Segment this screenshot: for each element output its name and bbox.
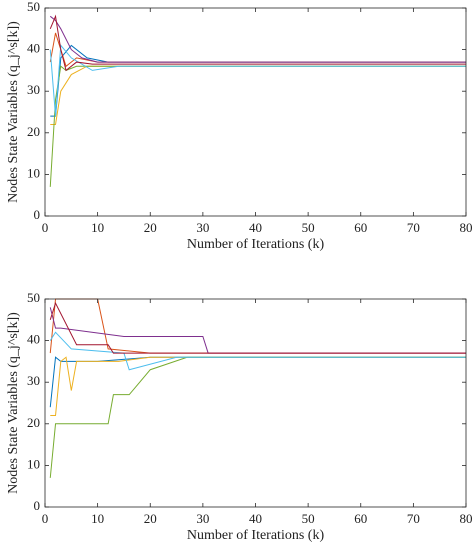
- x-tick-label: 10: [91, 511, 104, 526]
- y-tick-label: 10: [27, 165, 40, 180]
- y-tick-label: 20: [27, 415, 40, 430]
- x-tick-label: 80: [460, 220, 473, 235]
- series-line: [49, 298, 466, 354]
- y-tick-label: 0: [34, 498, 41, 513]
- x-tick-label: 50: [302, 220, 315, 235]
- series-line: [50, 44, 466, 117]
- series-line: [49, 301, 466, 354]
- y-tick-label: 0: [34, 207, 41, 222]
- series-line: [49, 356, 466, 478]
- x-tick-label: 40: [249, 220, 262, 235]
- y-tick-label: 40: [27, 332, 40, 347]
- series-line: [49, 65, 466, 187]
- y-tick-label: 40: [27, 41, 40, 56]
- x-tick-label: 80: [460, 511, 473, 526]
- series-line: [50, 65, 466, 125]
- x-tick-label: 0: [42, 511, 49, 526]
- y-axis-label: Nodes State Variables (q_j^s[k]): [6, 312, 21, 494]
- x-tick-label: 70: [407, 511, 420, 526]
- x-tick-label: 40: [249, 511, 262, 526]
- x-tick-label: 60: [354, 220, 367, 235]
- series-line: [49, 15, 466, 63]
- y-tick-label: 50: [27, 290, 40, 305]
- series-line: [49, 307, 466, 354]
- y-tick-label: 30: [27, 373, 40, 388]
- y-tick-label: 50: [27, 0, 40, 14]
- axes-box: [44, 7, 467, 217]
- axes-box: [44, 298, 467, 508]
- x-tick-label: 30: [196, 220, 209, 235]
- series-line: [49, 14, 466, 72]
- x-axis-label: Number of Iterations (k): [187, 528, 325, 543]
- x-tick-label: 20: [144, 220, 157, 235]
- x-axis-label: Number of Iterations (k): [187, 237, 325, 252]
- x-tick-label: 60: [354, 511, 367, 526]
- x-tick-label: 30: [196, 511, 209, 526]
- y-tick-label: 10: [27, 456, 40, 471]
- series-line: [50, 356, 466, 416]
- x-tick-label: 20: [144, 511, 157, 526]
- x-tick-label: 50: [302, 511, 315, 526]
- y-tick-label: 20: [27, 124, 40, 139]
- series-line: [49, 44, 466, 117]
- series-line: [49, 32, 466, 68]
- x-tick-label: 10: [91, 220, 104, 235]
- y-tick-label: 30: [27, 82, 40, 97]
- x-tick-label: 0: [42, 220, 49, 235]
- x-tick-label: 70: [407, 220, 420, 235]
- y-axis-label: Nodes State Variables (q_j^s[k]): [6, 21, 21, 203]
